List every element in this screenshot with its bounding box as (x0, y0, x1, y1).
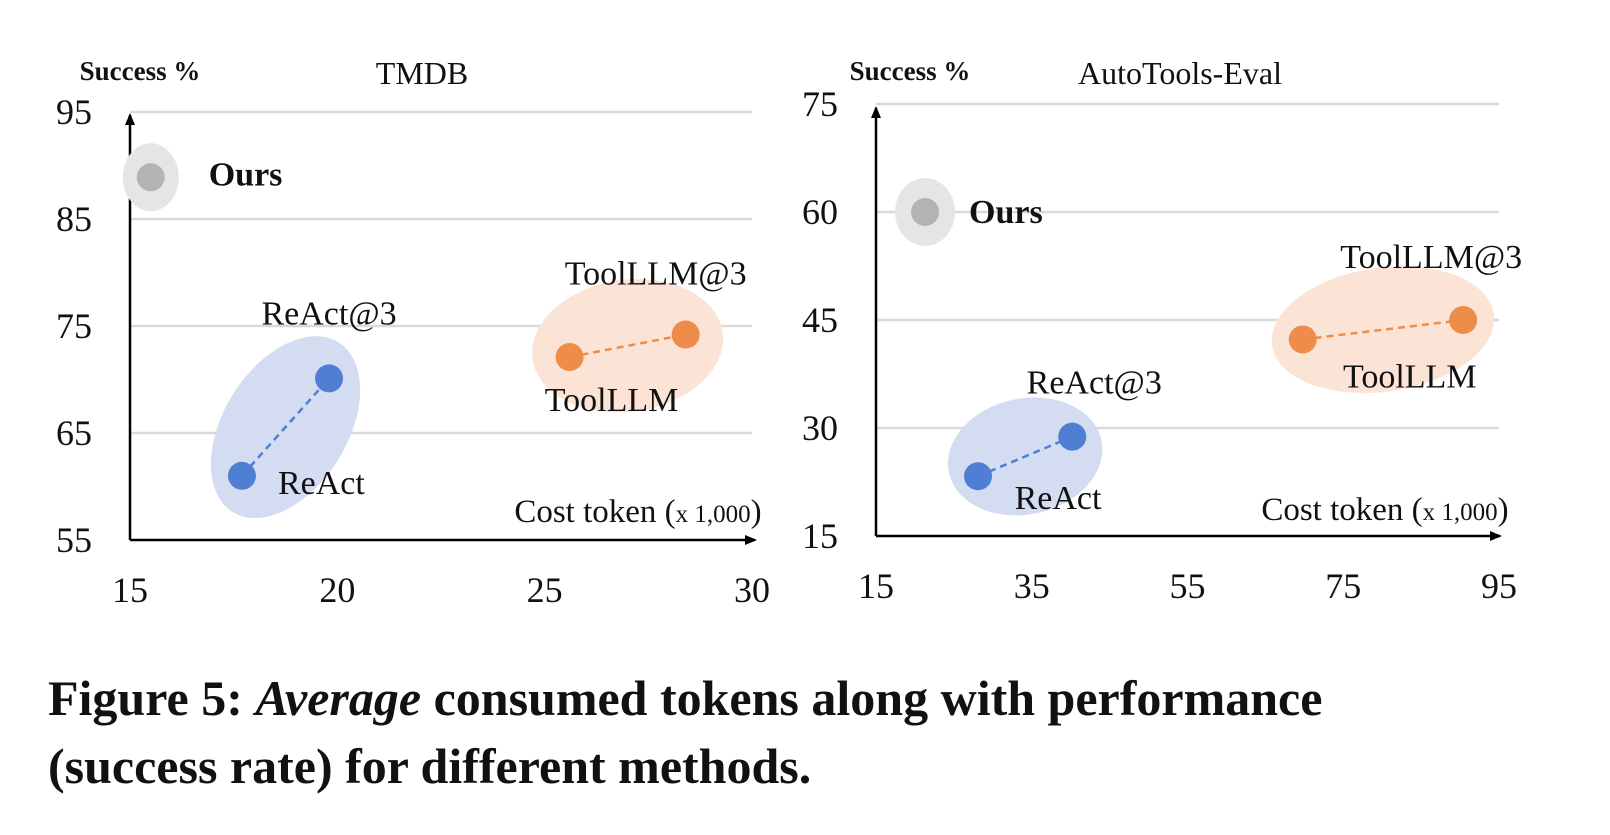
data-point (911, 198, 940, 226)
data-point (1449, 306, 1478, 334)
x-tick-label: 55 (1170, 566, 1206, 606)
data-label: ToolLLM@3 (1340, 239, 1522, 276)
chart-autotools-eval: 15 30 45 60 75 15 35 55 75 95 Success % AutoTools-E… (802, 55, 1522, 606)
y-tick-label: 45 (802, 300, 838, 340)
x-tick-label: 15 (858, 566, 894, 606)
data-label: ToolLLM@3 (565, 256, 747, 293)
toolllm-halo (532, 279, 724, 413)
data-point (1288, 325, 1317, 354)
figure-caption: Figure 5: Average consumed tokens along … (48, 664, 1588, 800)
data-label: ToolLLM (1343, 358, 1477, 395)
x-axis-label: Cost token (x 1,000) (1261, 492, 1508, 528)
x-tick-label: 30 (734, 570, 770, 610)
data-point (315, 364, 344, 393)
y-tick-label: 75 (56, 306, 92, 346)
y-tick-label: 55 (56, 520, 92, 560)
react-connector (241, 377, 330, 477)
data-label: Ours (969, 194, 1043, 231)
y-tick-label: 95 (56, 92, 92, 132)
data-label: Ours (209, 156, 283, 193)
caption-emphasis: Average (255, 670, 422, 726)
data-point (227, 461, 256, 490)
data-label: ReAct (1015, 480, 1102, 517)
toolllm-halo (1271, 266, 1495, 394)
data-label: ToolLLM (545, 382, 679, 419)
react-connector (977, 435, 1073, 478)
data-point (964, 462, 993, 491)
x-tick-label: 20 (319, 570, 355, 610)
y-tick-label: 65 (56, 413, 92, 453)
chart-title: TMDB (376, 55, 468, 91)
y-tick-label: 30 (802, 408, 838, 448)
y-tick-label: 15 (802, 516, 838, 556)
data-point (671, 320, 700, 349)
y-tick-label: 75 (802, 84, 838, 124)
caption-line-2: (success rate) for different methods. (48, 738, 812, 794)
x-tick-label: 35 (1014, 566, 1050, 606)
x-tick-label: 25 (527, 570, 563, 610)
x-tick-label: 95 (1481, 566, 1517, 606)
data-point (1058, 422, 1087, 451)
y-tick-label: 85 (56, 199, 92, 239)
x-tick-label: 15 (112, 570, 148, 610)
caption-line-1: Figure 5: Average consumed tokens along … (48, 664, 1588, 732)
chart-title: AutoTools-Eval (1078, 55, 1282, 91)
caption-line1-rest: consumed tokens along with performance (433, 670, 1323, 726)
chart-tmdb: 55 65 75 85 95 15 20 25 30 Success % TMDB Cost toke… (56, 55, 770, 610)
toolllm-connector (569, 333, 686, 359)
data-label: ReAct@3 (261, 295, 396, 332)
data-label: ReAct (278, 465, 365, 502)
data-point (136, 163, 165, 192)
y-axis-label: Success % (80, 56, 201, 86)
toolllm-connector (1302, 318, 1464, 341)
x-axis-label: Cost token (x 1,000) (514, 494, 761, 530)
caption-label: Figure 5: (48, 670, 243, 726)
y-tick-label: 60 (802, 192, 838, 232)
y-axis-label: Success % (850, 56, 971, 86)
x-tick-label: 75 (1325, 566, 1361, 606)
data-label: ReAct@3 (1027, 365, 1162, 402)
data-point (555, 343, 584, 372)
